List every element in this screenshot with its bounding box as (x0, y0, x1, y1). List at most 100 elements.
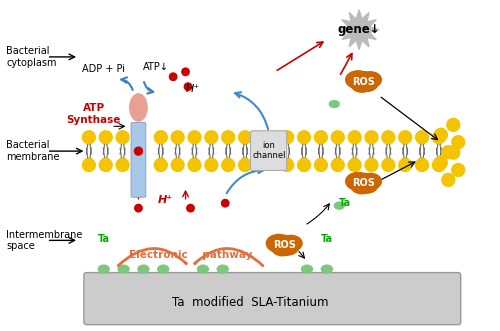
Circle shape (434, 128, 448, 141)
Ellipse shape (266, 234, 291, 252)
Ellipse shape (272, 242, 292, 256)
Ellipse shape (360, 173, 382, 189)
FancyArrowPatch shape (118, 249, 186, 266)
Circle shape (154, 131, 167, 144)
Text: gene↓: gene↓ (338, 23, 380, 36)
Circle shape (116, 159, 129, 171)
Ellipse shape (346, 172, 370, 190)
Circle shape (298, 159, 310, 171)
Text: Ta: Ta (339, 198, 351, 208)
Circle shape (82, 131, 96, 144)
Circle shape (238, 131, 252, 144)
Circle shape (280, 131, 293, 144)
Text: ADP + Pi: ADP + Pi (82, 64, 125, 74)
Circle shape (432, 159, 446, 171)
Circle shape (452, 136, 464, 149)
Ellipse shape (198, 265, 208, 273)
FancyBboxPatch shape (131, 122, 146, 197)
Ellipse shape (280, 235, 302, 251)
Circle shape (154, 159, 167, 171)
Circle shape (434, 156, 448, 169)
Ellipse shape (349, 173, 379, 193)
Circle shape (187, 205, 194, 212)
Ellipse shape (130, 94, 147, 121)
Circle shape (171, 159, 184, 171)
Text: ATP
Synthase: ATP Synthase (66, 103, 121, 125)
Ellipse shape (270, 235, 300, 255)
FancyBboxPatch shape (250, 131, 286, 170)
Circle shape (222, 131, 234, 144)
Ellipse shape (138, 265, 149, 273)
Circle shape (205, 159, 218, 171)
Text: H⁺: H⁺ (158, 195, 174, 205)
Circle shape (171, 131, 184, 144)
Circle shape (447, 146, 460, 159)
Circle shape (398, 131, 411, 144)
Circle shape (348, 131, 361, 144)
Ellipse shape (334, 202, 344, 209)
Circle shape (348, 159, 361, 171)
Circle shape (365, 159, 378, 171)
Circle shape (182, 68, 190, 75)
Text: ROS: ROS (274, 240, 296, 250)
Text: ROS: ROS (352, 77, 376, 87)
Circle shape (332, 159, 344, 171)
Circle shape (82, 159, 96, 171)
Circle shape (100, 159, 112, 171)
FancyArrowPatch shape (194, 249, 263, 266)
Circle shape (382, 131, 395, 144)
Ellipse shape (352, 180, 372, 194)
Circle shape (188, 159, 201, 171)
Ellipse shape (349, 72, 379, 92)
Ellipse shape (218, 265, 228, 273)
Text: Ta  modified  SLA-Titanium: Ta modified SLA-Titanium (172, 296, 328, 309)
Text: H⁺: H⁺ (186, 84, 200, 94)
Text: Ta: Ta (98, 234, 110, 244)
Circle shape (188, 131, 201, 144)
Circle shape (116, 131, 129, 144)
Circle shape (134, 103, 142, 110)
Circle shape (314, 159, 328, 171)
Ellipse shape (330, 101, 339, 108)
Circle shape (205, 131, 218, 144)
Circle shape (416, 159, 428, 171)
Circle shape (452, 164, 464, 176)
Circle shape (447, 118, 460, 131)
Circle shape (280, 159, 293, 171)
Circle shape (314, 131, 328, 144)
Text: Bacterial
membrane: Bacterial membrane (6, 140, 60, 162)
Ellipse shape (118, 265, 129, 273)
Ellipse shape (98, 265, 109, 273)
Circle shape (382, 159, 395, 171)
Polygon shape (339, 10, 379, 49)
Ellipse shape (359, 78, 377, 91)
Text: ROS: ROS (352, 178, 376, 188)
Circle shape (184, 83, 192, 90)
Ellipse shape (359, 180, 377, 193)
Text: ATP↓: ATP↓ (143, 62, 169, 72)
Text: Electronic    pathway: Electronic pathway (129, 250, 252, 260)
Ellipse shape (322, 265, 332, 273)
Circle shape (432, 131, 446, 144)
Text: Intermembrane
space: Intermembrane space (6, 230, 82, 251)
Ellipse shape (346, 71, 370, 89)
Text: ion
channel: ion channel (252, 141, 286, 160)
Ellipse shape (280, 242, 297, 255)
Circle shape (298, 131, 310, 144)
Circle shape (222, 200, 229, 207)
Ellipse shape (158, 265, 168, 273)
Circle shape (134, 147, 142, 155)
Circle shape (134, 205, 142, 212)
Circle shape (442, 173, 455, 186)
Circle shape (416, 131, 428, 144)
Text: Bacterial
cytoplasm: Bacterial cytoplasm (6, 46, 56, 68)
Circle shape (222, 159, 234, 171)
Circle shape (100, 131, 112, 144)
FancyBboxPatch shape (84, 273, 460, 325)
Ellipse shape (352, 78, 372, 92)
Text: Ta: Ta (321, 234, 333, 244)
Circle shape (442, 146, 455, 159)
Circle shape (398, 159, 411, 171)
Circle shape (332, 131, 344, 144)
Ellipse shape (302, 265, 312, 273)
